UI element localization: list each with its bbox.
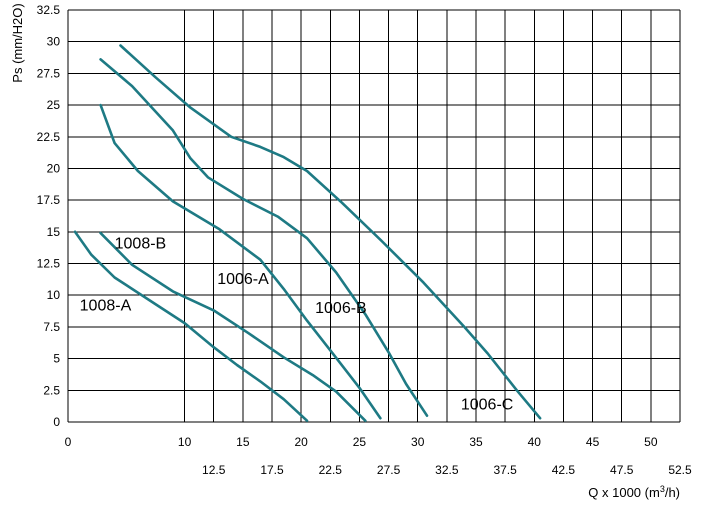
series-line-1006-a [99,103,382,420]
y-tick-label: 32.5 [37,3,61,17]
y-tick-label: 12.5 [37,257,61,271]
x-tick-label: 32.5 [435,463,459,477]
x-tick-label: 25 [353,435,367,449]
x-tick-label: 30 [411,435,425,449]
y-tick-label: 10 [47,288,61,302]
x-tick-label: 0 [65,435,72,449]
x-tick-label: 22.5 [319,463,343,477]
series-line-1008-b [99,231,367,423]
x-tick-label: 20 [294,435,308,449]
series-labels: 1008-A 1008-B 1006-A 1006-B 1006-C [80,235,514,413]
x-tick-label: 10 [178,435,192,449]
y-tick-label: 7.5 [43,320,60,334]
x-tick-label: 52.5 [668,463,692,477]
y-axis-label: Ps (mm/H2O) [10,3,25,82]
x-tick-label: 40 [528,435,542,449]
x-tick-label: 15 [236,435,250,449]
y-tick-label: 27.5 [37,66,61,80]
x-tick-label: 42.5 [552,463,576,477]
y-tick-label: 0 [53,415,60,429]
series-line-1006-b [99,58,429,418]
y-tick-label: 20 [47,161,61,175]
x-tick-label: 27.5 [377,463,401,477]
y-tick-label: 25 [47,98,61,112]
x-tick-label: 17.5 [260,463,284,477]
series-lines [73,44,542,423]
series-line-1008-a [73,230,309,423]
series-line-1006-c [119,44,542,420]
grid [67,9,681,423]
y-tick-label: 22.5 [37,130,61,144]
x-tick-label: 45 [586,435,600,449]
series-label: 1008-B [115,235,167,252]
y-tick-label: 2.5 [43,383,60,397]
x-tick-label: 50 [644,435,658,449]
y-tick-label: 5 [53,352,60,366]
x-tick-label: 35 [469,435,483,449]
series-label: 1006-B [315,300,367,317]
series-label: 1008-A [80,297,132,314]
x-axis-label: Q x 1000 (m3/h) [588,484,680,500]
x-tick-label: 47.5 [610,463,634,477]
x-tick-label: 12.5 [202,463,226,477]
y-tick-label: 15 [47,225,61,239]
y-tick-label: 17.5 [37,193,61,207]
series-label: 1006-A [217,271,269,288]
x-tick-label: 37.5 [493,463,517,477]
axis-ticks: 0 2.5 5 7.5 10 12.5 15 17.5 20 22.5 25 27.5 30 32.5 0 1… [37,3,692,477]
y-tick-label: 30 [47,35,61,49]
series-label: 1006-C [461,396,513,413]
